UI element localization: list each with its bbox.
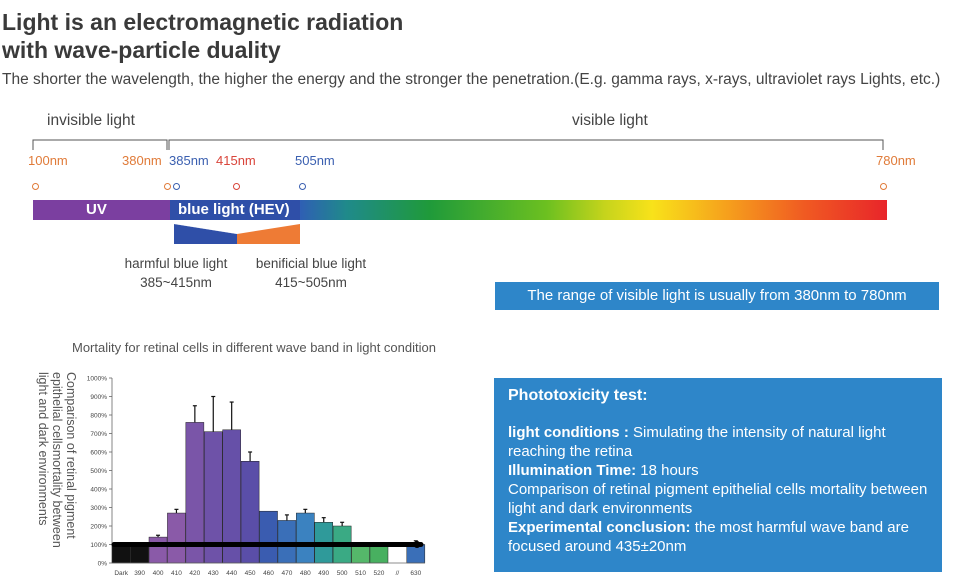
- bar-520: [369, 546, 389, 564]
- page-subtitle: The shorter the wavelength, the higher t…: [2, 71, 941, 88]
- x-tick-label: 500: [337, 570, 348, 577]
- x-tick-label: 470: [281, 570, 292, 577]
- y-tick-label: 500%: [90, 468, 107, 475]
- baseline-end-marker: [413, 541, 421, 548]
- y-tick-label: 1000%: [87, 376, 107, 383]
- x-tick-label: //: [396, 570, 400, 577]
- x-tick-label: 520: [374, 570, 385, 577]
- x-tick-label: 630: [410, 570, 421, 577]
- marker-label-415nm: 415nm: [216, 153, 256, 168]
- bar-410: [167, 512, 186, 564]
- harmful-range: 385~415nm: [140, 275, 212, 290]
- y-tick-label: 0%: [98, 561, 108, 568]
- title-line-2: with wave-particle duality: [2, 37, 281, 63]
- marker-label-780nm: 780nm: [876, 153, 916, 168]
- conclusion-row: Experimental conclusion: the most harmfu…: [508, 518, 928, 556]
- harmful-label: harmful blue light: [124, 256, 228, 271]
- uv-band: [33, 200, 170, 220]
- y-tick-label: 800%: [90, 413, 107, 420]
- y-tick-label: 300%: [90, 505, 107, 512]
- uv-label: UV: [86, 201, 107, 218]
- beneficial-label: benificial blue light: [255, 256, 367, 271]
- hev-band: [170, 200, 300, 220]
- chart-y-axis-title: Comparison of retinal pigment epithelial…: [22, 372, 78, 567]
- phototoxicity-panel: Phototoxicity test: light conditions : S…: [494, 378, 942, 572]
- y-tick-label: 100%: [90, 542, 107, 549]
- marker-dot-380nm: [164, 183, 171, 190]
- beneficial-blue-light-note: benificial blue light 415~505nm: [250, 254, 372, 292]
- harmful-blue-light-note: harmful blue light 385~415nm: [120, 254, 232, 292]
- x-tick-label: 460: [263, 570, 274, 577]
- marker-label-100nm: 100nm: [28, 153, 68, 168]
- bar-460: [259, 510, 278, 564]
- mortality-bar-chart: 0% 100% 200% 300% 400% 500% 600% 700% 800% 900% 10…: [87, 376, 426, 577]
- y-tick-label: 900%: [90, 394, 107, 401]
- marker-dot-415nm: [233, 183, 240, 190]
- conclusion-label: Experimental conclusion:: [508, 519, 691, 536]
- y-tick-label: 200%: [90, 524, 107, 531]
- bar-450: [240, 461, 260, 564]
- x-tick-label: 480: [300, 570, 311, 577]
- marker-dot-505nm: [299, 183, 306, 190]
- bar-480: [296, 512, 315, 564]
- beneficial-range: 415~505nm: [275, 275, 347, 290]
- light-conditions-text: Simulating the intensity of natural ligh…: [508, 424, 886, 460]
- light-conditions-row: light conditions : Simulating the intens…: [508, 423, 928, 461]
- light-conditions-label: light conditions :: [508, 424, 629, 441]
- x-tick-label: Dark: [114, 570, 128, 577]
- x-tick-label: 420: [189, 570, 200, 577]
- marker-label-505nm: 505nm: [295, 153, 335, 168]
- conclusion-text: the most harmful wave band are focused a…: [508, 519, 909, 555]
- illumination-label: Illumination Time:: [508, 462, 637, 479]
- marker-label-385nm: 385nm: [169, 153, 209, 168]
- bar-Dark: [111, 544, 131, 564]
- visible-spectrum-band: [300, 200, 887, 220]
- visible-range-bracket: [168, 139, 884, 150]
- phototoxicity-heading: Phototoxicity test:: [508, 387, 648, 404]
- marker-dot-385nm: [173, 183, 180, 190]
- y-tick-label: 600%: [90, 450, 107, 457]
- page-title: Light is an electromagnetic radiation wi…: [2, 8, 403, 64]
- x-tick-label: 510: [355, 570, 366, 577]
- visible-range-note: The range of visible light is usually fr…: [495, 282, 939, 310]
- marker-dot-780nm: [880, 183, 887, 190]
- y-tick-label: 400%: [90, 487, 107, 494]
- invisible-light-label: invisible light: [47, 112, 135, 129]
- y-tick-label: 700%: [90, 431, 107, 438]
- title-line-1: Light is an electromagnetic radiation: [2, 9, 404, 35]
- harmful-blue-band: [174, 224, 237, 244]
- chart-title: Mortality for retinal cells in different…: [72, 340, 436, 355]
- x-tick-label: 400: [153, 570, 164, 577]
- bar-400: [148, 536, 168, 564]
- x-tick-label: 430: [208, 570, 219, 577]
- x-tick-label: 490: [318, 570, 329, 577]
- marker-dot-100nm: [32, 183, 39, 190]
- illumination-row: Illumination Time: 18 hours: [508, 461, 928, 480]
- spectrum-diagram: [32, 139, 887, 244]
- bar-420: [185, 422, 205, 564]
- invisible-range-bracket: [32, 139, 168, 150]
- bar-470: [277, 520, 297, 564]
- bar-390: [130, 544, 149, 564]
- x-tick-label: 450: [245, 570, 256, 577]
- visible-light-label: visible light: [572, 112, 648, 129]
- marker-label-380nm: 380nm: [122, 153, 162, 168]
- hev-label: blue light (HEV): [178, 201, 290, 218]
- illumination-text: 18 hours: [636, 462, 699, 479]
- x-tick-label: 440: [226, 570, 237, 577]
- chart-y-axis-label: Comparison of retinal pigment epithelial…: [36, 372, 78, 548]
- band-notch: [174, 224, 300, 234]
- comparison-text: Comparison of retinal pigment epithelial…: [508, 481, 928, 517]
- x-tick-label: 410: [171, 570, 182, 577]
- x-tick-label: 390: [134, 570, 145, 577]
